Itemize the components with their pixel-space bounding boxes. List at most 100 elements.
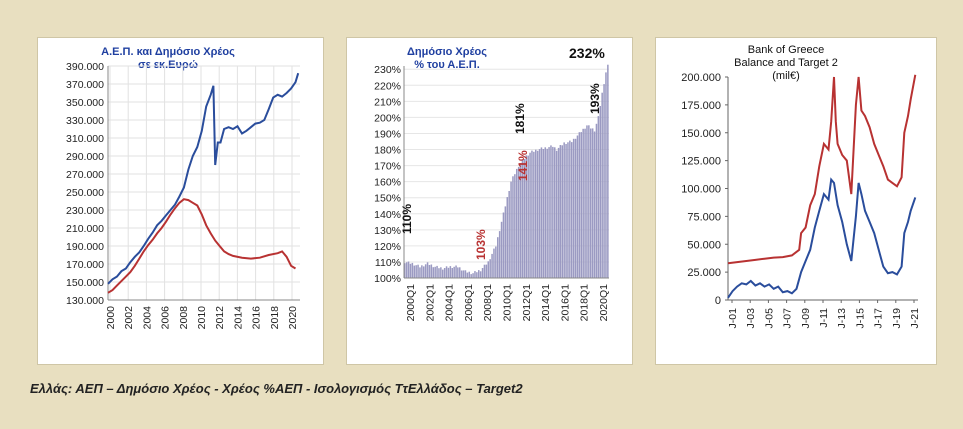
bar [571,142,573,278]
series-line-2 [107,198,297,294]
bar [595,123,598,278]
bar [485,264,488,278]
bar [504,206,507,278]
x-tick-label: 2002 [123,306,135,330]
bar [603,84,605,278]
bar [474,271,476,278]
bar [607,64,609,278]
x-tick-label: 2018 [269,306,281,330]
bar [430,264,433,278]
bar [542,149,545,278]
bar [464,270,467,278]
y-tick-label: 150% [374,193,401,205]
x-tick-label: 2000 [105,306,117,330]
bar [580,132,583,278]
y-tick-label: 175.000 [681,100,721,112]
bar [472,273,474,278]
x-tick-label: 2008Q1 [482,284,494,322]
y-tick-label: 110% [375,257,401,269]
chart-subtitle: σε εκ.Ευρώ [138,59,198,71]
y-tick-label: 50.000 [687,239,721,251]
bar [605,72,607,279]
bar [563,142,565,278]
bar [491,253,493,278]
chart-subtitle: Balance and Target 2 [734,57,838,69]
bar [419,267,421,278]
x-tick-label: 2004Q1 [444,284,456,322]
bar [417,264,419,278]
y-tick-label: 220% [374,80,401,92]
y-tick-label: 140% [374,209,401,221]
y-tick-label: 150.000 [681,128,721,140]
x-tick-label: 2016 [251,306,263,330]
debt-pct-plot: Δημόσιο Χρέος% του Α.Ε.Π. 230% 220% 210% 200… [374,45,610,322]
bar [586,125,588,279]
y-tick-label: 200% [374,112,401,124]
bar [533,151,535,278]
bar [552,146,554,278]
series-line-1 [727,74,917,265]
y-tick-label: 290.000 [66,151,104,163]
bar [538,149,541,278]
bar [478,270,480,278]
bar [525,155,528,278]
bar [536,150,539,278]
data-label: 193% [588,83,602,114]
x-tick-label: 2004 [141,306,153,330]
y-tick-label: 100.000 [681,184,721,196]
bar [409,263,412,278]
bar [423,266,425,278]
chart-title: Δημόσιο Χρέος [407,46,487,58]
bar [540,147,543,278]
x-tick-label: 2020Q1 [598,284,610,322]
series-line-2 [727,177,917,299]
bar [521,159,524,278]
y-tick-label: 210% [374,96,401,108]
bar [483,264,486,278]
series-line-1 [107,72,300,285]
x-tick-label: 2006 [160,306,172,330]
y-tick-label: 310.000 [66,133,104,145]
y-tick-label: 230.000 [66,205,104,217]
bar [424,264,427,278]
bar [535,149,537,278]
y-tick-label: 390.000 [66,61,104,73]
bar [413,265,416,278]
bar [438,268,440,278]
chart-unit: (mil€) [772,70,800,82]
bar [440,267,442,278]
bar [516,168,518,278]
chart-gdp-debt: Α.Ε.Π. και Δημόσιο Χρέος σε εκ.Ευρώ 390.00… [37,37,324,365]
x-tick-label: J-11 [818,308,830,328]
x-tick-label: 2006Q1 [463,284,475,322]
bar [550,145,552,278]
y-tick-label: 180% [374,145,401,157]
bar [411,262,414,278]
y-tick-label: 160% [374,177,401,189]
bar [591,128,594,278]
bar [436,265,438,278]
x-tick-label: 2014Q1 [540,284,552,322]
data-label: 181% [513,103,527,134]
bar [584,128,586,278]
y-tick-label: 130.000 [66,295,104,307]
bar [459,267,461,278]
bar [557,147,560,278]
bar [455,265,457,278]
bar [470,274,472,278]
bar [479,271,482,278]
bar [510,181,512,278]
x-tick-label: 2020 [287,306,299,330]
bar [476,272,478,278]
bar [569,140,571,278]
bar [493,248,495,278]
y-tick-label: 130% [374,225,401,237]
x-tick-label: J-17 [873,308,885,329]
bar [415,265,417,278]
y-tick-label: 170% [374,161,401,173]
chart-debt-pct: Δημόσιο Χρέος% του Α.Ε.Π. 230% 220% 210% 200… [346,37,633,365]
y-tick-label: 75.000 [687,211,721,223]
bar [561,145,564,278]
x-tick-label: J-09 [800,308,812,329]
